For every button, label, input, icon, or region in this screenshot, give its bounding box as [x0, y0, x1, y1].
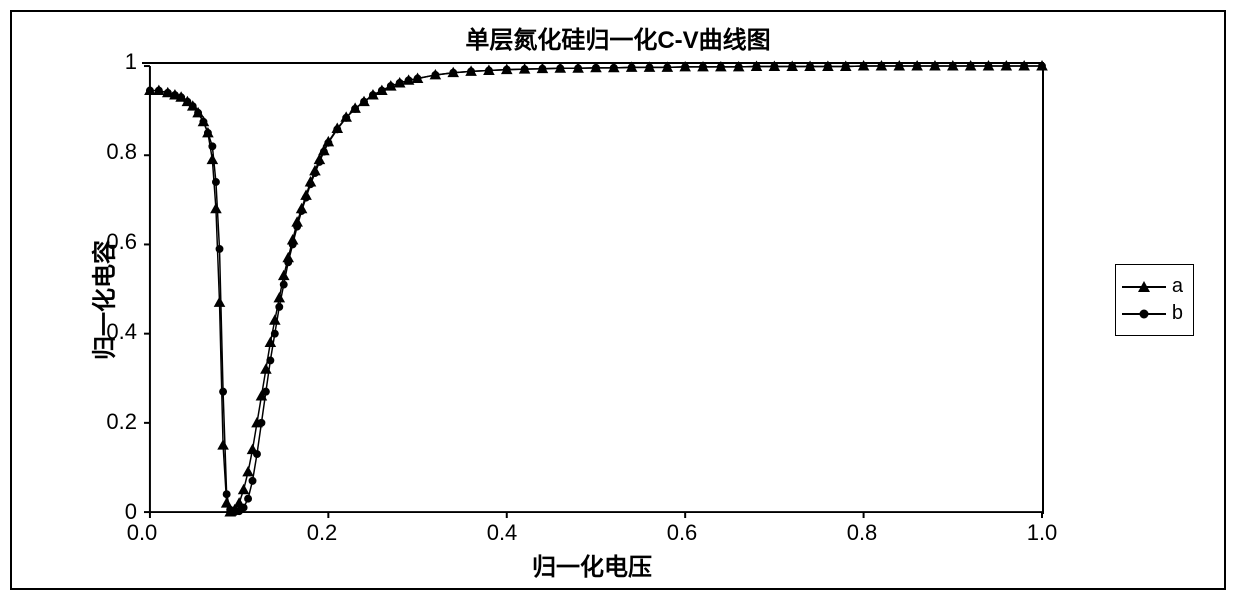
legend: a b: [1115, 264, 1194, 336]
chart-title: 单层氮化硅归一化C-V曲线图: [12, 20, 1224, 55]
x-tick-label: 0.8: [847, 520, 878, 546]
legend-item-b: b: [1122, 302, 1183, 325]
y-tick-label: 0.4: [77, 319, 137, 345]
x-tick-label: 0.4: [487, 520, 518, 546]
legend-swatch-b: [1122, 304, 1166, 324]
x-tick-label: 0.6: [667, 520, 698, 546]
legend-label-a: a: [1172, 275, 1183, 298]
y-tick-label: 0.8: [77, 139, 137, 165]
plot-svg: [142, 64, 1042, 526]
legend-label-b: b: [1172, 302, 1183, 325]
legend-swatch-a: [1122, 277, 1166, 297]
legend-item-a: a: [1122, 275, 1183, 298]
triangle-icon: [1138, 280, 1150, 291]
plot-area: [142, 62, 1044, 514]
x-axis-label: 归一化电压: [142, 547, 1042, 582]
x-tick-label: 1.0: [1027, 520, 1058, 546]
circle-icon: [1139, 309, 1148, 318]
y-tick-label: 0.6: [77, 229, 137, 255]
x-tick-label: 0.2: [307, 520, 338, 546]
y-tick-label: 0.2: [77, 409, 137, 435]
chart-container: 单层氮化硅归一化C-V曲线图 归一化电容 归一化电压 a b 00.20.40.…: [10, 10, 1226, 590]
y-tick-label: 1: [77, 49, 137, 75]
x-tick-label: 0.0: [127, 520, 158, 546]
